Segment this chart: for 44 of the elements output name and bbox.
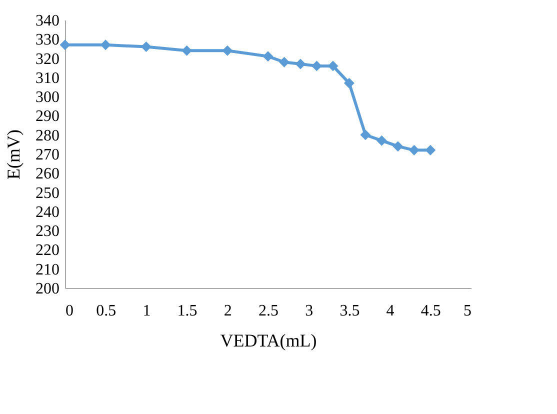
point	[182, 45, 192, 56]
x-tick-label: 4.5	[420, 302, 441, 320]
point	[140, 42, 152, 52]
y-tick-label: 230	[36, 223, 60, 240]
y-tick-label: 220	[36, 242, 60, 260]
x-tick-label: 0.5	[96, 302, 116, 320]
point	[360, 130, 371, 140]
y-tick-label: 290	[36, 108, 60, 126]
point	[328, 60, 338, 72]
y-tick-label: 340	[36, 12, 60, 30]
x-tick-label: 3.5	[340, 302, 360, 320]
point	[311, 60, 322, 72]
y-tick-label: 250	[36, 184, 60, 202]
y-tick-label: 320	[36, 50, 60, 68]
x-tick-label: 4	[386, 302, 394, 320]
y-axis-title: E(mV)	[4, 130, 24, 180]
x-tick-label: 2	[224, 302, 232, 320]
point	[376, 135, 387, 146]
y-tick-label: 210	[36, 261, 60, 278]
point	[278, 56, 290, 68]
x-tick-label: 0	[66, 302, 74, 320]
point	[60, 40, 70, 50]
point	[100, 40, 111, 50]
y-tick-label: 260	[36, 166, 60, 183]
x-axis-title: VEDTA(mL)	[220, 330, 317, 350]
point	[408, 144, 420, 156]
y-tick-label: 200	[36, 280, 60, 298]
y-tick-label: 270	[36, 146, 60, 164]
y-tick-label: 280	[36, 127, 60, 144]
y-tick-label: 300	[36, 89, 60, 106]
x-tick-label: 3	[305, 302, 314, 320]
y-tick-label: 310	[36, 70, 60, 87]
point	[392, 141, 404, 152]
point	[295, 58, 306, 70]
point	[425, 144, 436, 156]
x-tick-label: 5	[464, 302, 472, 320]
point	[262, 51, 274, 62]
x-tick-label: 2.5	[258, 302, 278, 320]
point	[344, 78, 354, 88]
x-tick-label: 1	[142, 302, 151, 320]
x-tick-label: 1.5	[177, 302, 198, 320]
y-tick-label: 330	[36, 32, 60, 49]
point	[222, 45, 233, 56]
y-tick-label: 240	[36, 204, 60, 221]
